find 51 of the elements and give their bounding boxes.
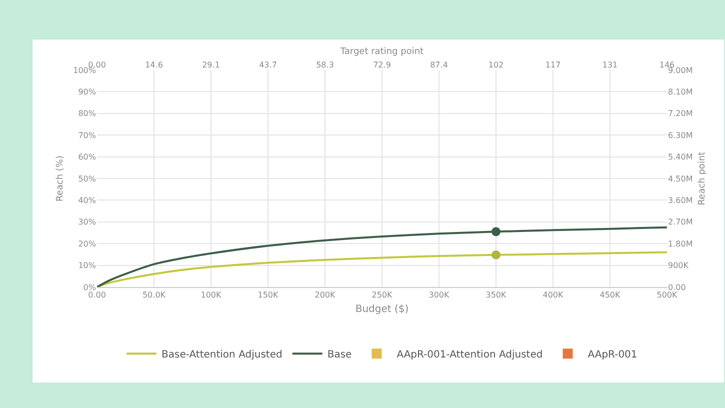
y-tick-label: 40%: [78, 196, 96, 205]
y2-tick-label: 5.40M: [668, 152, 693, 162]
x2-tick-label: 117: [545, 60, 561, 70]
x2-tick-label: 131: [602, 60, 618, 70]
x-tick-label: 200K: [314, 290, 336, 300]
y-tick-label: 50%: [78, 174, 96, 184]
line-series: [97, 226, 667, 287]
x-tick-label: 450K: [600, 290, 622, 300]
y2-tick-label: 4.50M: [668, 174, 693, 184]
x-tick-label: 300K: [428, 290, 450, 300]
legend-label: Base: [327, 349, 352, 360]
y2-tick-label: 7.20M: [668, 109, 693, 118]
y2-tick-label: 3.60M: [668, 196, 693, 205]
y2-tick-label: 1.80M: [668, 239, 693, 248]
x-tick-label: 150K: [258, 290, 280, 300]
x-tick-label: 100K: [200, 290, 222, 300]
x2-tick-label: 102: [488, 60, 504, 70]
y2-tick-label: 6.30M: [668, 130, 693, 140]
y-tick-label: 70%: [78, 130, 96, 140]
x-tick-label: 400K: [542, 290, 564, 300]
y-tick-label: 10%: [78, 261, 96, 270]
y-tick-label: 20%: [78, 239, 96, 248]
legend-label: Base-Attention Adjusted: [162, 349, 282, 360]
y2-tick-label: 900K: [668, 261, 690, 270]
x-tick-label: 500K: [656, 290, 678, 300]
x2-tick-label: 43.7: [259, 60, 277, 70]
y2-axis-title: Reach point: [698, 151, 708, 206]
y2-tick-label: 2.70M: [668, 218, 693, 227]
x2-tick-label: 87.4: [430, 60, 448, 70]
y-tick-label: 30%: [78, 218, 96, 227]
x2-tick-label: 14.6: [145, 60, 163, 70]
x2-axis-title: Target rating point: [339, 46, 424, 57]
y-tick-label: 80%: [78, 109, 96, 118]
y2-tick-label: 0.00: [668, 282, 686, 292]
line-series: [97, 251, 667, 287]
x-tick-label: 350K: [486, 290, 508, 300]
legend-label: AApR-001-Attention Adjusted: [396, 349, 543, 360]
legend-label: AApR-001: [588, 349, 638, 360]
x-tick-label: 50.0K: [142, 290, 166, 300]
y-axis-title: Reach (%): [55, 156, 66, 202]
x2-tick-label: 58.3: [316, 60, 334, 70]
x-tick-label: 250K: [372, 290, 394, 300]
x-axis-title: Budget ($): [355, 304, 409, 316]
x-tick-label: 0.00: [88, 290, 106, 300]
y-tick-label: 90%: [78, 88, 96, 96]
x2-tick-label: 29.1: [202, 60, 220, 70]
y-tick-label: 60%: [78, 152, 96, 162]
x2-tick-label: 72.9: [373, 60, 391, 70]
y-tick-label: 0%: [83, 282, 96, 292]
x2-tick-label: 146: [659, 60, 675, 70]
y2-tick-label: 8.10M: [668, 88, 693, 96]
